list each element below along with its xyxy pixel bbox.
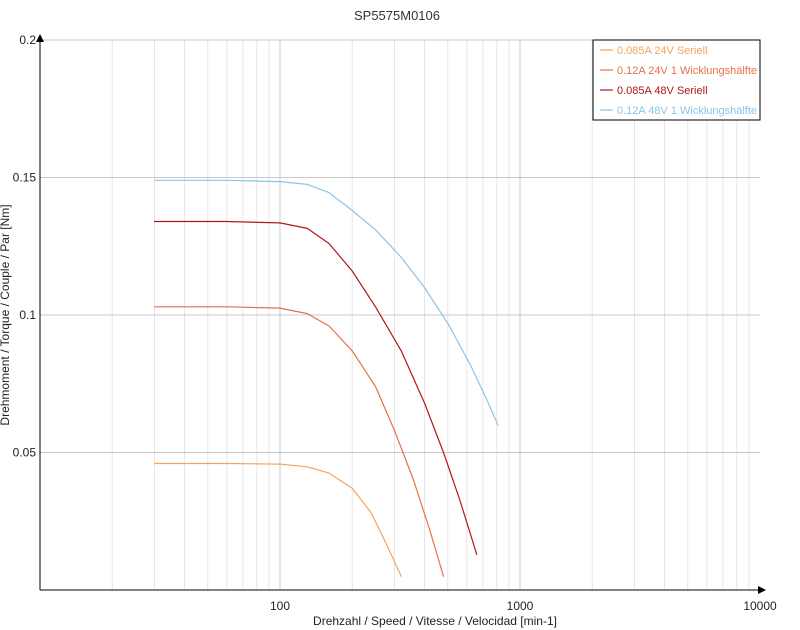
series-line-1 (153, 462, 402, 577)
chart-title: SP5575M0106 (354, 8, 440, 23)
series-line-4 (153, 179, 499, 426)
major-gridlines (40, 39, 760, 590)
legend-entry-4: 0.12A 48V 1 Wicklungshälfte (617, 105, 757, 117)
x-tick-label: 1000 (507, 599, 534, 613)
y-tick-label: 0.15 (13, 171, 37, 185)
y-tick-label: 0.2 (19, 33, 36, 47)
series-line-3 (153, 220, 478, 555)
y-axis-arrow-icon (36, 34, 44, 42)
legend: 0.085A 24V Seriell 0.12A 24V 1 Wicklungsh… (592, 39, 761, 121)
legend-box (592, 39, 761, 121)
y-axis-label: Drehmoment / Torque / Couple / Par [Nm] (0, 204, 12, 425)
y-tick-labels: 0.05 0.1 0.15 0.2 (13, 33, 37, 460)
series-line-2 (153, 306, 445, 577)
legend-entry-3: 0.085A 48V Seriell (617, 85, 708, 97)
y-tick-label: 0.1 (19, 308, 36, 322)
legend-entry-2: 0.12A 24V 1 Wicklungshälfte (617, 65, 757, 77)
y-tick-label: 0.05 (13, 446, 37, 460)
axes (36, 34, 766, 594)
x-tick-labels: 100 1000 10000 (270, 599, 777, 613)
x-axis-label: Drehzahl / Speed / Vitesse / Velocidad [… (313, 614, 557, 628)
x-tick-label: 10000 (743, 599, 777, 613)
legend-entry-1: 0.085A 24V Seriell (617, 45, 708, 57)
series-layer (153, 179, 499, 577)
x-tick-label: 100 (270, 599, 290, 613)
x-axis-arrow-icon (758, 586, 766, 594)
